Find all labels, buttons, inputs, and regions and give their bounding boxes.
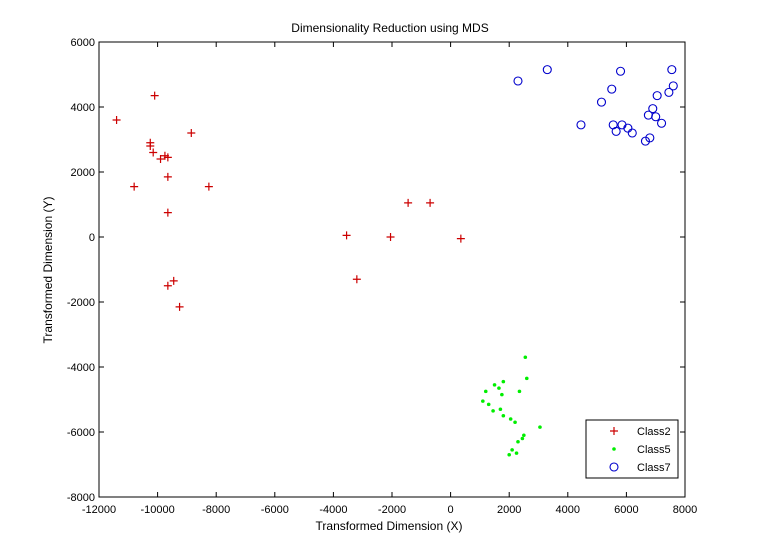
data-point-class7: [640, 136, 650, 146]
data-point-class2: [426, 198, 435, 207]
data-point-class2: [130, 182, 139, 191]
data-point-class2: [342, 231, 351, 240]
data-point-class5: [492, 383, 497, 387]
data-point-class5: [523, 355, 528, 360]
data-point-class2: [386, 233, 395, 241]
y-tick-label: 0: [89, 232, 95, 244]
data-point-class7: [615, 66, 626, 76]
data-point-class7: [542, 65, 552, 75]
data-point-class5: [501, 413, 506, 418]
data-point-class2: [169, 276, 178, 285]
y-tick-label: 6000: [71, 37, 95, 49]
data-point-class5: [510, 448, 514, 452]
data-point-class5: [497, 386, 501, 390]
data-point-class2: [156, 155, 165, 163]
data-point-class2: [204, 182, 213, 191]
y-tick-label: -6000: [67, 427, 95, 439]
data-point-class2: [456, 234, 465, 243]
data-point-class7: [657, 118, 667, 128]
data-point-class2: [187, 129, 196, 137]
legend-label-class7: Class7: [637, 462, 671, 474]
x-tick-label: 0: [448, 504, 454, 516]
data-point-class2: [149, 148, 158, 157]
data-point-class7: [664, 87, 674, 97]
data-point-class5: [486, 402, 491, 407]
data-point-class5: [508, 417, 513, 421]
data-point-class5: [522, 433, 526, 438]
series-class5: [481, 355, 542, 457]
data-point-class7: [648, 104, 658, 114]
data-point-class5: [516, 439, 520, 444]
y-tick-label: 4000: [71, 102, 95, 114]
data-point-class5: [507, 452, 512, 457]
x-tick-label: -12000: [82, 504, 116, 516]
data-point-class2: [163, 208, 172, 217]
data-point-class5: [514, 451, 519, 455]
data-point-class2: [112, 116, 121, 124]
x-tick-label: 2000: [497, 504, 521, 516]
x-tick-label: 6000: [614, 504, 638, 516]
axis-ticks: -12000 -10000 -8000 -6000 -4000 -2000 0 2000 400…: [67, 37, 697, 516]
data-points: [112, 65, 678, 457]
y-tick-label: -2000: [67, 297, 95, 309]
data-point-class7: [651, 112, 661, 122]
x-tick-label: 8000: [673, 504, 697, 516]
data-point-class2: [404, 198, 413, 207]
legend-marker-class2: [610, 427, 618, 435]
legend-label-class5: Class5: [637, 444, 671, 456]
data-point-class2: [163, 153, 172, 162]
data-point-class7: [611, 126, 621, 136]
x-tick-label: -8000: [202, 504, 230, 516]
data-point-class5: [524, 376, 529, 381]
y-tick-label: 2000: [71, 167, 95, 179]
data-point-class5: [483, 389, 488, 394]
legend-marker-class7: [609, 462, 619, 472]
data-point-class7: [596, 97, 607, 107]
data-point-class7: [576, 120, 586, 130]
data-point-class2: [150, 91, 159, 100]
data-point-class2: [175, 302, 184, 311]
data-point-class5: [501, 379, 506, 384]
data-point-class5: [481, 399, 485, 403]
legend-label-class2: Class2: [637, 426, 671, 438]
data-point-class5: [520, 436, 525, 441]
series-class7: [513, 65, 678, 146]
data-point-class7: [668, 81, 678, 91]
data-point-class2: [146, 142, 155, 150]
y-tick-label: -4000: [67, 362, 95, 374]
data-point-class2: [352, 275, 361, 284]
data-point-class5: [498, 407, 503, 412]
data-point-class7: [607, 84, 617, 94]
data-point-class7: [652, 91, 662, 101]
data-point-class7: [513, 76, 523, 86]
x-tick-label: 4000: [556, 504, 580, 516]
x-tick-label: -4000: [319, 504, 347, 516]
chart-title: Dimensionality Reduction using MDS: [291, 21, 488, 35]
legend-marker-class5: [612, 447, 616, 451]
data-point-class5: [517, 389, 522, 394]
data-point-class7: [627, 128, 637, 138]
y-tick-label: -8000: [67, 492, 95, 504]
x-tick-label: -6000: [261, 504, 289, 516]
data-point-class5: [491, 409, 495, 413]
data-point-class5: [500, 392, 504, 397]
x-tick-label: -2000: [378, 504, 406, 516]
legend-box: [585, 419, 679, 479]
series-class2: [112, 91, 465, 311]
data-point-class2: [163, 172, 172, 181]
data-point-class2: [163, 281, 172, 290]
data-point-class5: [538, 425, 542, 429]
x-tick-label: -10000: [140, 504, 174, 516]
y-axis-label: Transformed Dimension (Y): [41, 197, 55, 344]
x-axis-label: Transformed Dimension (X): [316, 519, 463, 533]
legend: Class2 Class5 Class7: [585, 419, 679, 479]
data-point-class7: [667, 65, 677, 75]
data-point-class5: [513, 420, 517, 425]
